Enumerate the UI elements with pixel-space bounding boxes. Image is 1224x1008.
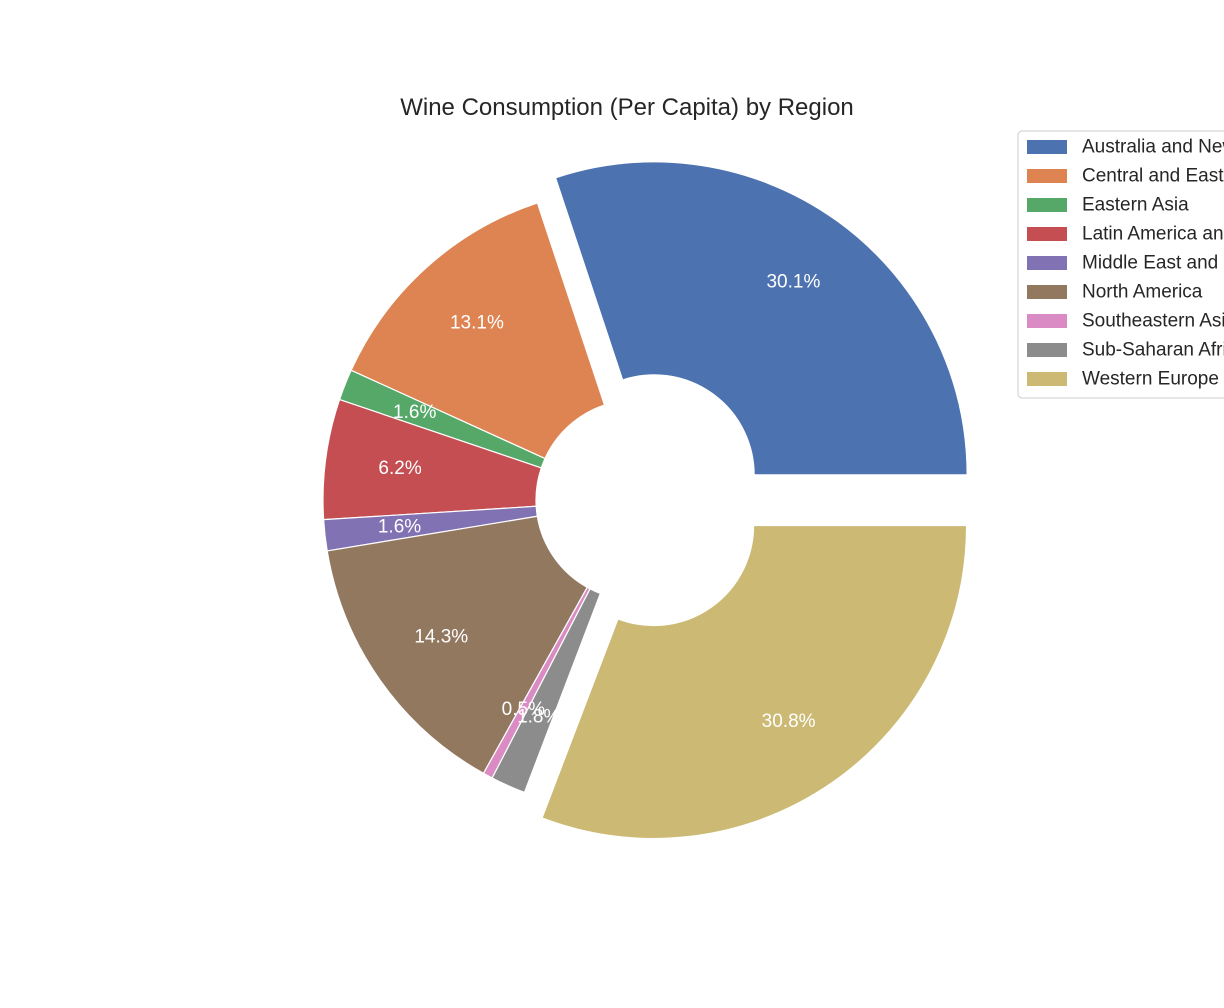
legend-label-western-europe: Western Europe xyxy=(1082,369,1219,390)
legend-swatch-north-america xyxy=(1027,285,1067,299)
pie-label-middle-east-and-northern-africa: 1.6% xyxy=(378,516,421,537)
pie-slices xyxy=(322,161,968,840)
legend-label-southeastern-asia: Southeastern Asia xyxy=(1082,311,1224,332)
legend-label-north-america: North America xyxy=(1082,282,1203,303)
pie-label-north-america: 14.3% xyxy=(414,626,468,647)
legend-swatch-southeastern-asia xyxy=(1027,314,1067,328)
pie-slice-central-and-eastern-europe xyxy=(350,202,606,460)
pie-slice-australia-and-new-zealand xyxy=(554,161,968,476)
pie-label-central-and-eastern-europe: 13.1% xyxy=(450,312,504,333)
legend-label-eastern-asia: Eastern Asia xyxy=(1082,195,1189,216)
legend-label-latin-america-and-caribbean: Latin America and Caribbean xyxy=(1082,224,1224,245)
pie-slice-western-europe xyxy=(541,524,968,840)
legend-swatch-sub-saharan-africa xyxy=(1027,343,1067,357)
legend-label-sub-saharan-africa: Sub-Saharan Africa xyxy=(1082,340,1224,361)
pie-label-latin-america-and-caribbean: 6.2% xyxy=(378,458,421,479)
legend-label-central-and-eastern-europe: Central and Eastern Europe xyxy=(1082,166,1224,187)
pie-label-western-europe: 30.8% xyxy=(762,711,816,732)
pie-value-labels: 30.1% 13.1% 1.6% 6.2% 1.6% 14.3% 0.5%1.8% 30.8% xyxy=(378,271,821,732)
legend-frame xyxy=(1017,130,1224,399)
legend-label-australia-and-new-zealand: Australia and New Zealand xyxy=(1082,137,1224,158)
legend-swatch-central-and-eastern-europe xyxy=(1027,169,1067,183)
legend-swatch-australia-and-new-zealand xyxy=(1027,140,1067,154)
legend-swatch-middle-east-and-northern-africa xyxy=(1027,256,1067,270)
legend-swatch-western-europe xyxy=(1027,372,1067,386)
legend-label-middle-east-and-northern-africa: Middle East and Northern Africa xyxy=(1082,253,1224,274)
legend-swatch-latin-america-and-caribbean xyxy=(1027,227,1067,241)
legend-swatch-eastern-asia xyxy=(1027,198,1067,212)
pie-label-southeastern-asia: 0.5% xyxy=(502,699,545,720)
pie-slice-north-america xyxy=(326,515,588,774)
pie-label-sub-saharan-africa: 1.8% xyxy=(517,707,560,728)
legend: Australia and New Zealand Central and Eas… xyxy=(1017,130,1224,399)
pie-slice-sub-saharan-africa xyxy=(491,588,601,794)
chart-title: Wine Consumption (Per Capita) by Region xyxy=(400,94,854,121)
pie-label-eastern-asia: 1.6% xyxy=(393,402,436,423)
pie-label-australia-and-new-zealand: 30.1% xyxy=(766,271,820,292)
